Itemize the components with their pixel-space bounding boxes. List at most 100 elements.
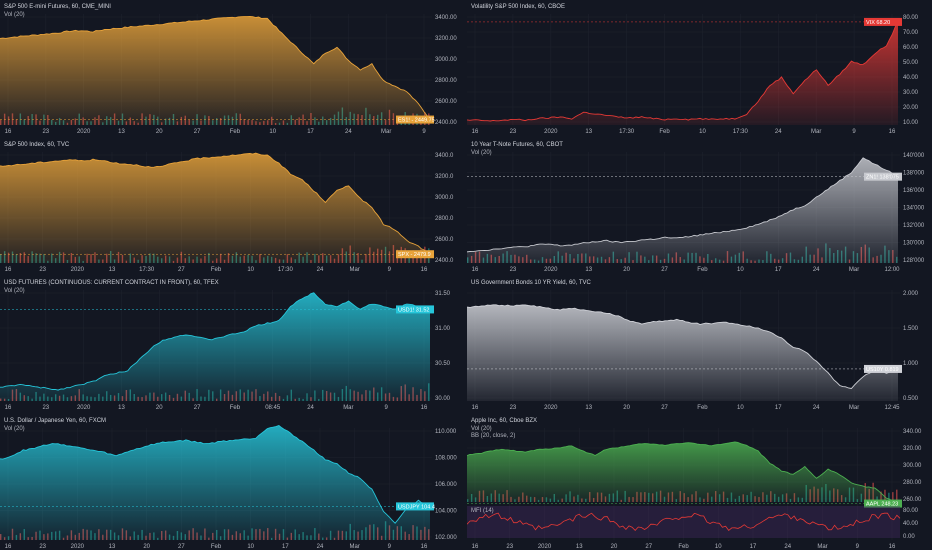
p3-svg: 3400.0 3200.0 3000.0 2800.0 2600.0 2400.0 SPX … <box>0 152 454 273</box>
x-tick-label: 2020 <box>77 129 91 135</box>
x-tick-label: 13 <box>109 544 116 550</box>
p1-svg: 3400.00 3200.00 3000.00 2800.00 2600.00 2400.… <box>0 14 457 135</box>
x-tick-label: 16 <box>421 544 428 550</box>
chart-panel-usdjpy[interactable]: 110.000 108.000 106.000 104.000 102.000 USDJP… <box>0 414 464 550</box>
x-tick-label: 2020 <box>544 267 558 273</box>
chart-panel-apple[interactable]: 340.00 320.00 300.00 280.00 260.00 AAPL 248.2… <box>467 414 932 550</box>
p7-svg: 110.000 108.000 106.000 104.000 102.000 USDJP… <box>0 424 457 550</box>
x-tick-label: 27 <box>194 129 201 135</box>
indicator-label: Vol (20) <box>4 12 25 18</box>
y-tick-label: 3000.0 <box>435 195 454 201</box>
indicator-label: Vol (20) <box>471 150 492 156</box>
mfi-y-tick-label: 80.00 <box>903 508 919 514</box>
x-tick-label: 16 <box>421 267 428 273</box>
chart-panel-10y-tnote-futures[interactable]: 140'000 138'000 136'000 134'000 132'000 130'0… <box>467 138 932 273</box>
x-tick-label: 23 <box>39 544 46 550</box>
x-tick-label: 20 <box>623 267 630 273</box>
mfi-label: MFI (14) <box>471 508 494 514</box>
chart-title: US Government Bonds 10 YR Yield, 60, TVC <box>471 280 591 286</box>
x-tick-label: 27 <box>661 267 668 273</box>
x-tick-label: 13 <box>585 267 592 273</box>
volume-bar <box>892 492 894 502</box>
y-tick-label: 31.00 <box>435 326 451 332</box>
y-tick-label: 2600.0 <box>435 237 454 243</box>
x-tick-label: 12:45 <box>884 405 900 411</box>
chart-title: Apple Inc, 60, Cboe BZX <box>471 418 538 424</box>
y-tick-label: 3400.0 <box>435 153 454 159</box>
x-tick-label: 27 <box>661 405 668 411</box>
x-tick-label: Mar <box>817 544 827 550</box>
chart-panel-us10y-yield[interactable]: 2.000 1.500 1.000 0.500 US10Y 0.819 16 23 2020 1… <box>467 276 932 411</box>
y-tick-label: 10.00 <box>903 120 919 126</box>
y-tick-label: 2600.00 <box>435 99 457 105</box>
x-tick-label: 23 <box>42 405 49 411</box>
x-tick-label: 17:30 <box>733 129 749 135</box>
x-tick-label: 16 <box>5 405 12 411</box>
series-area <box>0 153 430 263</box>
x-tick-label: 16 <box>472 267 479 273</box>
y-tick-label: 2400.0 <box>435 258 454 264</box>
last-price-label: ZN1! 138'075 <box>866 175 899 181</box>
p6-svg: 2.000 1.500 1.000 0.500 US10Y 0.819 16 23 2020 1… <box>467 290 919 411</box>
mfi-line <box>467 512 901 531</box>
y-tick-label: 30.00 <box>903 90 919 96</box>
y-tick-label: 3200.00 <box>435 36 457 42</box>
y-tick-label: 140'000 <box>903 153 925 159</box>
last-price-tag <box>864 17 902 26</box>
y-tick-label: 50.00 <box>903 60 919 66</box>
last-price-label: US10Y 0.819 <box>866 367 899 373</box>
last-price-label: VIX 68.20 <box>866 20 890 26</box>
y-tick-label: 3000.00 <box>435 57 457 63</box>
x-tick-label: 10 <box>247 267 254 273</box>
chart-panel-sp500-index[interactable]: 3400.0 3200.0 3000.0 2800.0 2600.0 2400.0 SPX … <box>0 138 464 273</box>
indicator-label: Vol (20) <box>4 288 25 294</box>
series-line <box>467 441 899 504</box>
x-tick-label: Feb <box>678 544 689 550</box>
y-tick-label: 130'000 <box>903 241 925 247</box>
chart-title: U.S. Dollar / Japanese Yen, 60, FXCM <box>4 418 107 424</box>
y-tick-label: 30.50 <box>435 361 451 367</box>
x-tick-label: 10 <box>247 544 254 550</box>
x-tick-label: Mar <box>849 405 859 411</box>
volume-bar <box>896 489 898 502</box>
x-tick-label: Feb <box>697 405 708 411</box>
x-tick-label: 2020 <box>538 544 552 550</box>
x-tick-label: Feb <box>659 129 670 135</box>
chart-panel-sp500-futures[interactable]: 3400.00 3200.00 3000.00 2800.00 2600.00 2400.… <box>0 0 464 135</box>
last-price-tag <box>396 305 434 314</box>
x-tick-label: Mar <box>349 267 359 273</box>
chart-title: 10 Year T-Note Futures, 60, CBOT <box>471 142 563 148</box>
x-tick-label: 16 <box>421 405 428 411</box>
x-tick-label: 20 <box>156 405 163 411</box>
last-price-label: AAPL 248.23 <box>866 502 898 508</box>
x-tick-label: 13 <box>585 129 592 135</box>
x-tick-label: 17 <box>750 544 757 550</box>
y-tick-label: 300.00 <box>903 463 922 469</box>
x-tick-label: 27 <box>645 544 652 550</box>
chart-title: S&P 500 Index, 60, TVC <box>4 142 70 148</box>
chart-title: Volatility S&P 500 Index, 60, CBOE <box>471 4 565 10</box>
x-tick-label: Feb <box>230 405 241 411</box>
x-tick-label: 16 <box>472 405 479 411</box>
x-tick-label: 10 <box>737 267 744 273</box>
chart-panel-usd-futures[interactable]: 31.50 31.00 30.50 30.00 USD1! 31.52 16 23 2020 1… <box>0 276 464 411</box>
last-price-tag <box>864 172 902 181</box>
x-tick-label: 12:00 <box>884 267 900 273</box>
last-price-tag <box>864 499 902 508</box>
x-tick-label: 10 <box>715 544 722 550</box>
y-tick-label: 0.500 <box>903 396 919 402</box>
x-tick-label: 24 <box>784 544 791 550</box>
chart-title: S&P 500 E-mini Futures, 60, CME_MINI <box>4 4 111 10</box>
x-tick-label: 17 <box>775 267 782 273</box>
y-tick-label: 104.000 <box>435 509 457 515</box>
series-line <box>467 304 899 389</box>
volume-bar <box>884 489 886 502</box>
x-tick-label: Feb <box>211 267 222 273</box>
x-tick-label: 17:30 <box>278 267 294 273</box>
x-tick-label: 17 <box>282 544 289 550</box>
y-tick-label: 3400.00 <box>435 15 457 21</box>
chart-panel-vix[interactable]: 80.00 70.00 60.00 50.00 40.00 30.00 20.00 10.00… <box>467 0 932 135</box>
x-tick-label: 16 <box>889 544 896 550</box>
series-area <box>0 425 430 540</box>
p2-svg: 80.00 70.00 60.00 50.00 40.00 30.00 20.00 10.00… <box>467 14 919 135</box>
